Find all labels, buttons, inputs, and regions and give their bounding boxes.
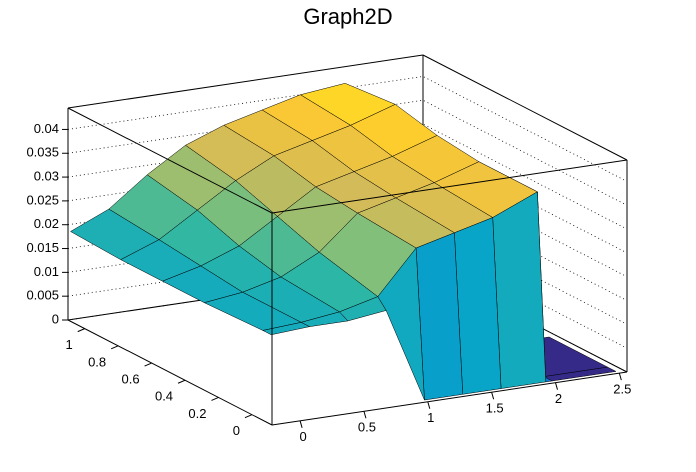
y-tick	[244, 414, 253, 419]
y-tick	[144, 362, 152, 367]
x-tick	[555, 382, 558, 390]
z-tick-label: 0.02	[34, 216, 59, 231]
z-tick-label: 0.005	[26, 288, 59, 303]
x-tick-label: 2.5	[613, 382, 631, 397]
box-edge	[67, 54, 424, 109]
z-tick-label: 0.04	[34, 121, 59, 136]
x-tick	[491, 392, 495, 400]
y-tick	[211, 396, 219, 401]
x-tick-label: 0.5	[358, 420, 376, 435]
y-tick	[177, 379, 186, 384]
y-tick-label: 1	[65, 337, 72, 352]
box-edge	[271, 159, 628, 214]
z-tick-label: 0.035	[26, 145, 59, 160]
box-edge	[422, 54, 628, 161]
y-tick-label: 0.8	[88, 354, 106, 369]
z-tick-label: 0.015	[26, 240, 59, 255]
x-tick	[618, 373, 622, 381]
x-tick-label: 2	[555, 391, 562, 406]
x-tick-label: 1.5	[486, 401, 504, 416]
x-tick	[427, 401, 431, 409]
x-tick	[363, 411, 367, 419]
box-edge	[67, 319, 273, 426]
y-tick	[110, 345, 119, 350]
z-tick-label: 0.025	[26, 192, 59, 207]
x-tick-label: 1	[427, 410, 434, 425]
y-tick	[77, 328, 85, 333]
z-tick-label: 0.03	[34, 169, 59, 184]
chart-title: Graph2D	[303, 4, 392, 29]
y-tick-label: 0.4	[155, 389, 173, 404]
surface-cell	[262, 322, 310, 336]
x-tick	[299, 420, 303, 428]
x-tick-label: 0	[299, 429, 306, 444]
y-tick-label: 0.2	[188, 406, 206, 421]
surface-cell	[492, 191, 547, 389]
y-tick-label: 0	[233, 423, 240, 438]
y-tick-label: 0.6	[122, 371, 140, 386]
box-edge	[271, 371, 628, 426]
box-edge	[67, 107, 273, 214]
z-tick-label: 0	[52, 311, 59, 326]
z-tick-label: 0.01	[34, 264, 59, 279]
